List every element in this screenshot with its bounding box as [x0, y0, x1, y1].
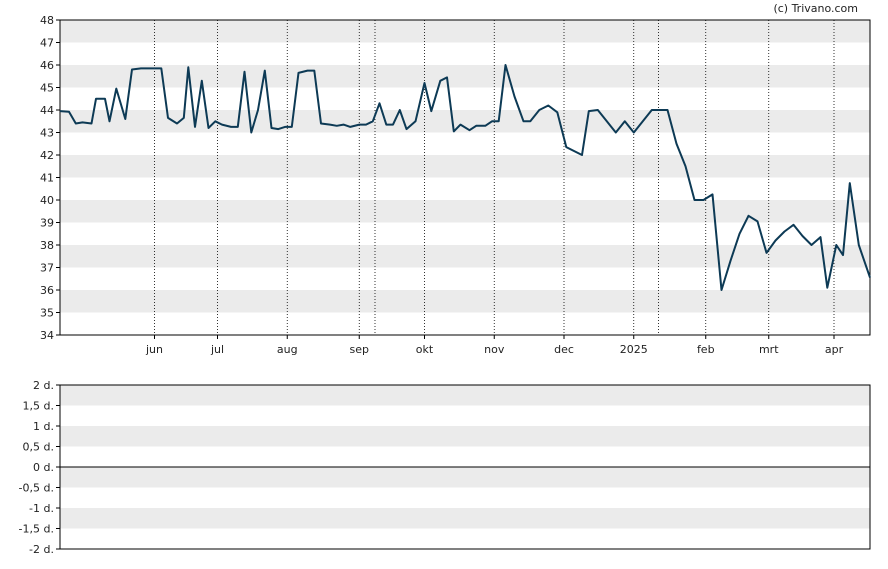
y-tick-label: 37 [40, 262, 54, 275]
x-tick-label: mrt [759, 343, 779, 356]
x-tick-label: dec [554, 343, 574, 356]
sub-band [60, 508, 870, 529]
x-tick-label: 2025 [620, 343, 648, 356]
main-band [60, 200, 870, 223]
sub-y-tick-label: 2 d. [33, 379, 54, 392]
sub-band [60, 426, 870, 447]
price-series-line [59, 64, 871, 291]
y-tick-label: 43 [40, 127, 54, 140]
y-tick-label: 36 [40, 284, 54, 297]
sub-y-tick-label: -1,5 d. [19, 523, 54, 536]
y-tick-label: 38 [40, 239, 54, 252]
y-tick-label: 34 [40, 329, 54, 342]
main-band [60, 245, 870, 268]
x-tick-label: okt [416, 343, 434, 356]
sub-y-tick-label: 0,5 d. [23, 441, 54, 454]
x-tick-label: jul [210, 343, 224, 356]
main-band [60, 20, 870, 43]
x-tick-label: jun [145, 343, 163, 356]
main-chart-bands [60, 20, 870, 313]
sub-y-tick-label: -2 d. [29, 543, 54, 556]
y-tick-label: 45 [40, 82, 54, 95]
sub-y-tick-label: -0,5 d. [19, 482, 54, 495]
x-tick-label: apr [825, 343, 844, 356]
x-tick-label: nov [484, 343, 505, 356]
y-tick-label: 46 [40, 59, 54, 72]
y-tick-label: 40 [40, 194, 54, 207]
y-tick-label: 35 [40, 307, 54, 320]
y-tick-label: 44 [40, 104, 54, 117]
main-chart-series [59, 64, 871, 291]
main-band [60, 110, 870, 133]
sub-y-tick-label: 1 d. [33, 420, 54, 433]
main-band [60, 155, 870, 178]
main-chart-y-ticks: 34 35 36 37 38 39 40 41 42 43 44 45 46 47 48 [40, 14, 60, 342]
sub-band [60, 385, 870, 406]
sub-band [60, 467, 870, 488]
x-tick-label: sep [350, 343, 369, 356]
y-tick-label: 41 [40, 172, 54, 185]
main-chart-x-ticks: jun jul aug sep okt nov dec 2025 feb mrt apr [145, 335, 844, 356]
y-tick-label: 39 [40, 217, 54, 230]
sub-y-tick-label: 0 d. [33, 461, 54, 474]
sub-chart-bands [60, 385, 870, 529]
y-tick-label: 48 [40, 14, 54, 27]
y-tick-label: 42 [40, 149, 54, 162]
copyright-label: (c) Trivano.com [773, 2, 858, 15]
main-band [60, 65, 870, 88]
sub-y-tick-label: 1,5 d. [23, 400, 54, 413]
y-tick-label: 47 [40, 37, 54, 50]
sub-y-tick-label: -1 d. [29, 502, 54, 515]
x-tick-label: aug [277, 343, 298, 356]
x-tick-label: feb [697, 343, 715, 356]
main-band [60, 290, 870, 313]
sub-chart-y-ticks: 2 d. 1,5 d. 1 d. 0,5 d. 0 d. -0,5 d. -1 d. -1,5… [19, 379, 60, 556]
